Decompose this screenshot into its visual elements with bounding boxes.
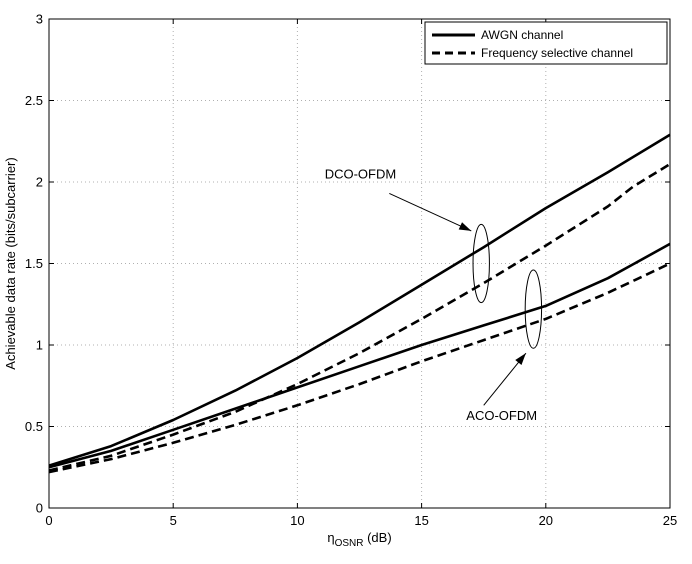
x-tick-label-2: 10 [290, 513, 304, 528]
grid-lines [49, 19, 670, 508]
y-tick-label-0: 0 [36, 501, 43, 516]
series-line-0 [48, 133, 671, 467]
y-tick-label-2: 1 [36, 338, 43, 353]
x-tick-label-3: 15 [414, 513, 428, 528]
x-tick-label-0: 0 [45, 513, 52, 528]
annotation-label-1: ACO-OFDM [466, 408, 537, 423]
legend-box [424, 21, 668, 65]
series-line-1 [48, 162, 671, 472]
x-axis-label-subscript: OSNR [335, 538, 364, 549]
annotation-arrowhead-0 [458, 222, 472, 231]
annotation-label-0: DCO-OFDM [325, 167, 397, 182]
y-axis-label: Achievable data rate (bits/subcarrier) [3, 157, 18, 369]
annotation-ellipse-0 [472, 223, 490, 304]
y-tick-label-4: 2 [36, 175, 43, 190]
x-axis-label: ηOSNR (dB) [327, 530, 391, 549]
series-line-3 [48, 262, 671, 474]
legend-label-awgn: AWGN channel [481, 28, 563, 42]
y-tick-label-5: 2.5 [25, 93, 43, 108]
annotation-ellipse-1 [524, 269, 543, 349]
legend-label-frequency-selective: Frequency selective channel [481, 46, 633, 60]
annotation-arrowhead-1 [515, 353, 526, 365]
data-series [48, 133, 671, 474]
y-tick-label-3: 1.5 [25, 256, 43, 271]
x-tick-label-5: 25 [663, 513, 677, 528]
x-axis-label-unit: (dB) [363, 530, 391, 545]
annotations: DCO-OFDM ACO-OFDM [325, 167, 543, 423]
x-axis-label-symbol: η [327, 530, 334, 545]
y-tick-label-1: 0.5 [25, 419, 43, 434]
axis-ticks: 0 5 10 15 20 25 0 0.5 1 1.5 2 2.5 3 [25, 12, 677, 529]
x-tick-label-1: 5 [170, 513, 177, 528]
x-tick-label-4: 20 [539, 513, 553, 528]
series-line-2 [48, 242, 671, 469]
legend: AWGN channel Frequency selective channel [424, 21, 668, 65]
y-tick-label-6: 3 [36, 12, 43, 27]
annotation-arrow-0 [389, 192, 472, 232]
